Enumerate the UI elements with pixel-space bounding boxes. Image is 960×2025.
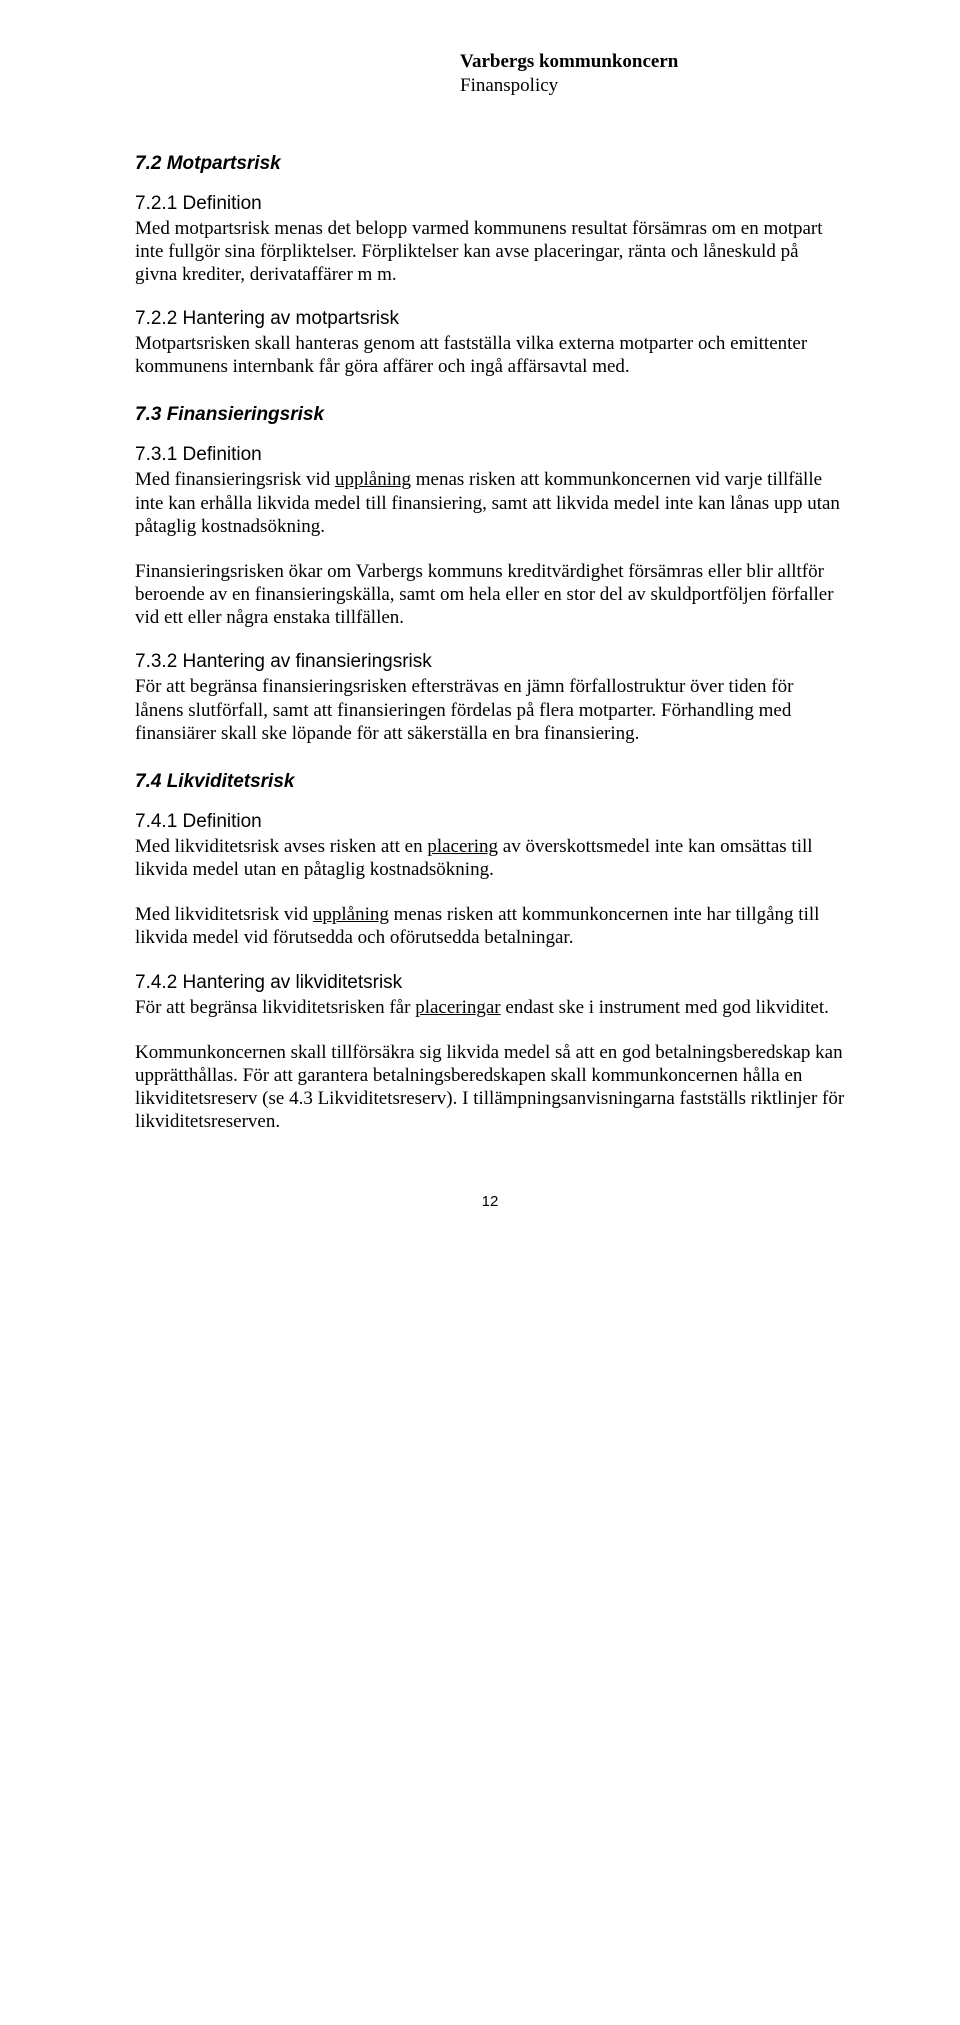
page-header: Varbergs kommunkoncern Finanspolicy [460, 50, 845, 98]
paragraph-7-4-1-a: Med likviditetsrisk avses risken att en … [135, 835, 845, 881]
underlined-text: upplåning [335, 469, 411, 490]
heading-7-3-2: 7.3.2 Hantering av finansieringsrisk [135, 651, 845, 673]
paragraph-7-3-1-a: Med finansieringsrisk vid upplåning mena… [135, 468, 845, 538]
text-span: Med finansieringsrisk vid [135, 469, 335, 490]
text-span: Med likviditetsrisk avses risken att en [135, 836, 427, 857]
paragraph-7-2-2: Motpartsrisken skall hanteras genom att … [135, 332, 845, 378]
heading-7-4-1: 7.4.1 Definition [135, 811, 845, 833]
text-span: Med likviditetsrisk vid [135, 904, 313, 925]
heading-7-2-1: 7.2.1 Definition [135, 193, 845, 215]
page-number: 12 [135, 1193, 845, 1210]
header-document-title: Finanspolicy [460, 74, 845, 98]
paragraph-7-3-1-b: Finansieringsrisken ökar om Varbergs kom… [135, 560, 845, 630]
paragraph-7-4-1-b: Med likviditetsrisk vid upplåning menas … [135, 903, 845, 949]
text-span: För att begränsa likviditetsrisken får [135, 997, 415, 1018]
underlined-text: upplåning [313, 904, 389, 925]
heading-7-2-2: 7.2.2 Hantering av motpartsrisk [135, 308, 845, 330]
heading-7-4: 7.4 Likviditetsrisk [135, 771, 845, 793]
paragraph-7-4-2-a: För att begränsa likviditetsrisken får p… [135, 996, 845, 1019]
heading-7-4-2: 7.4.2 Hantering av likviditetsrisk [135, 972, 845, 994]
paragraph-7-3-2: För att begränsa finansieringsrisken eft… [135, 675, 845, 745]
paragraph-7-2-1: Med motpartsrisk menas det belopp varmed… [135, 217, 845, 287]
paragraph-7-4-2-b: Kommunkoncernen skall tillförsäkra sig l… [135, 1041, 845, 1134]
underlined-text: placering [427, 836, 498, 857]
underlined-text: placeringar [415, 997, 500, 1018]
text-span: endast ske i instrument med god likvidit… [501, 997, 829, 1018]
heading-7-3: 7.3 Finansieringsrisk [135, 404, 845, 426]
document-page: Varbergs kommunkoncern Finanspolicy 7.2 … [0, 0, 960, 1270]
heading-7-2: 7.2 Motpartsrisk [135, 153, 845, 175]
heading-7-3-1: 7.3.1 Definition [135, 444, 845, 466]
header-organization: Varbergs kommunkoncern [460, 50, 845, 74]
